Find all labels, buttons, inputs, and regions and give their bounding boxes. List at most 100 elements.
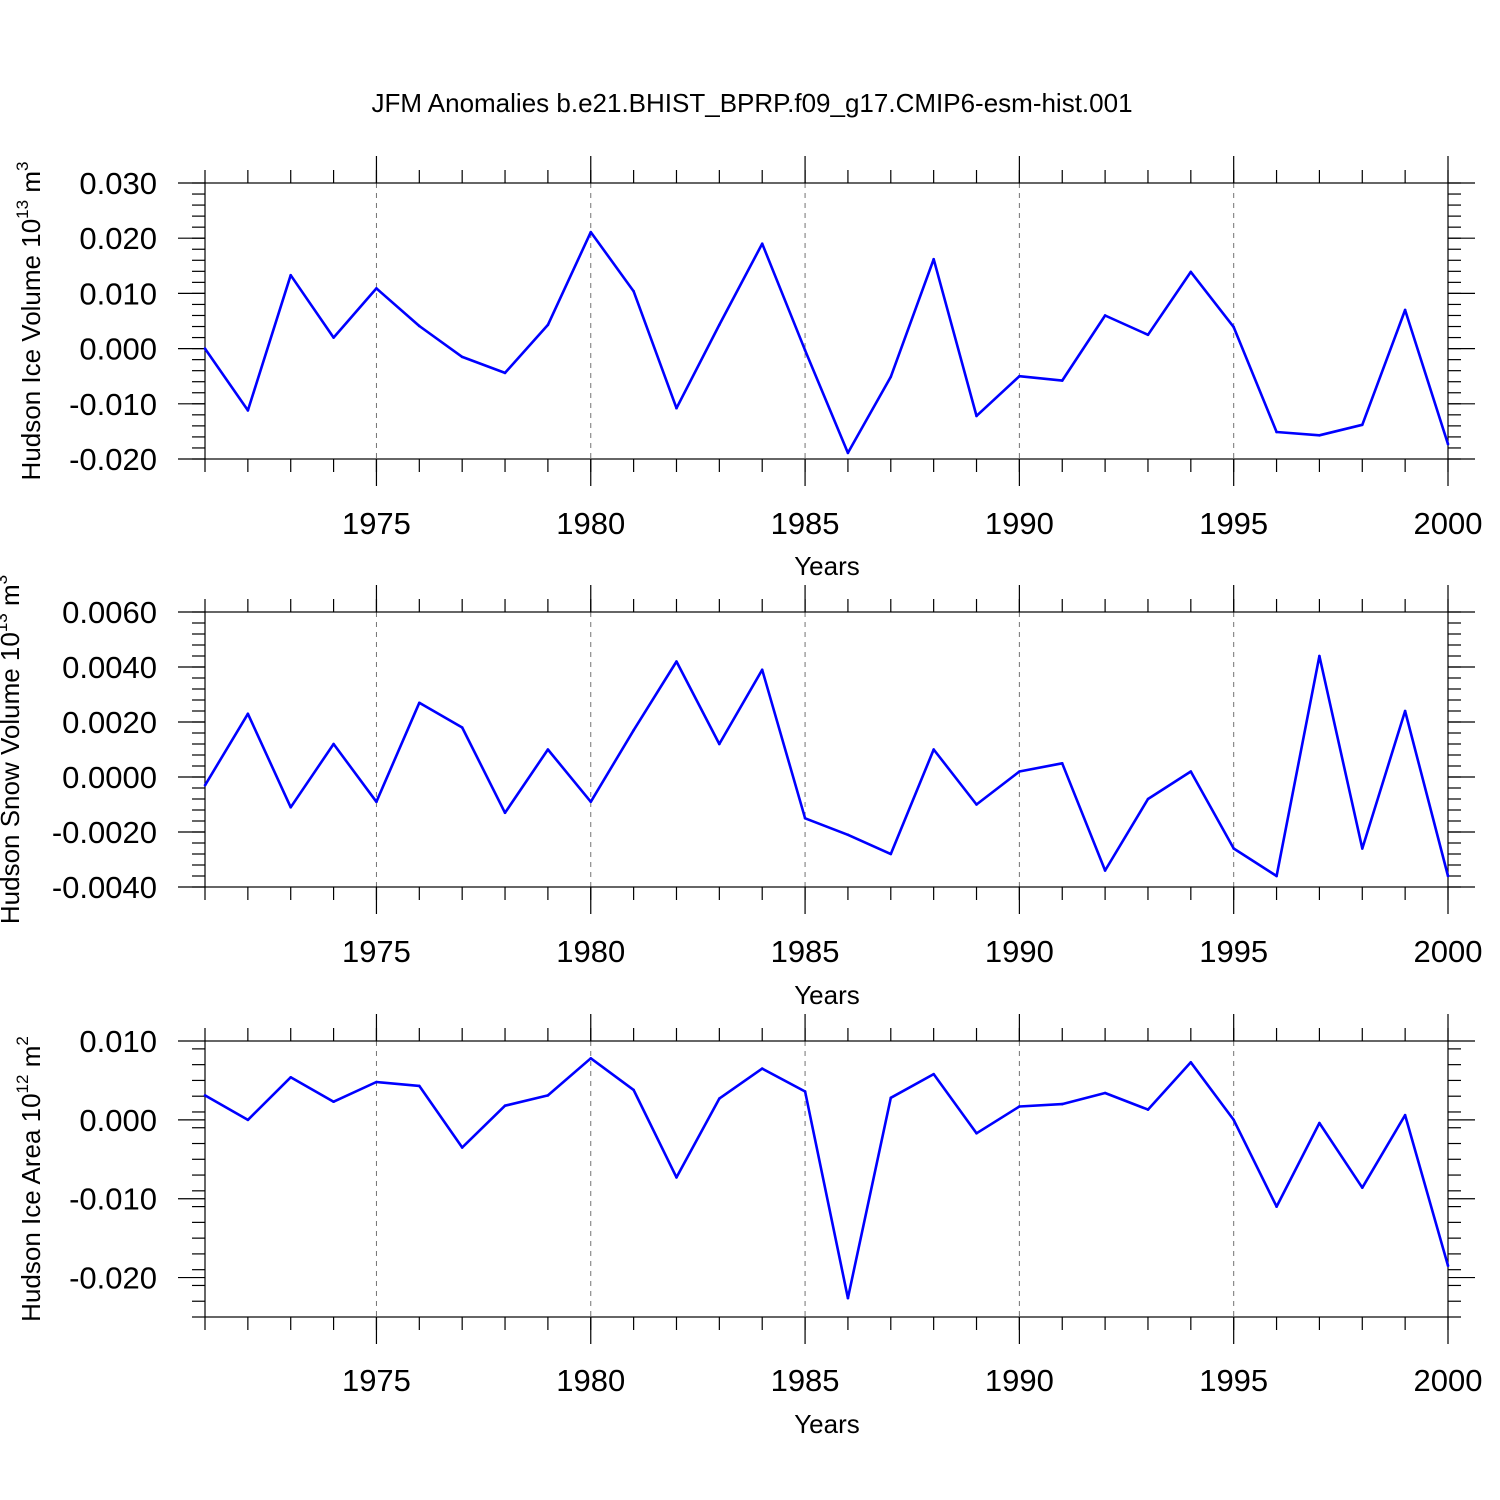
data-point <box>1060 761 1064 765</box>
y-axis-label-unit-exponent: 3 <box>0 575 11 584</box>
y-axis-label-unit: m <box>16 171 46 200</box>
figure-title: JFM Anomalies b.e21.BHIST_BPRP.f09_g17.C… <box>371 88 1132 118</box>
x-tick-label: 2000 <box>1414 1363 1483 1398</box>
y-tick-label: 0.020 <box>79 221 157 256</box>
plot-frame <box>204 1040 1449 1318</box>
data-point <box>932 257 935 261</box>
data-point <box>889 852 893 856</box>
y-tick-label: 0.0060 <box>62 595 157 630</box>
data-point <box>1446 1264 1450 1268</box>
data-point <box>1189 770 1193 773</box>
data-point <box>632 728 635 732</box>
x-tick-label: 1975 <box>342 934 411 969</box>
data-point <box>1060 1102 1064 1106</box>
data-point <box>975 414 978 418</box>
data-point <box>803 348 807 352</box>
y-axis-label: Hudson Ice Volume 1013 m3 <box>13 162 46 481</box>
x-tick-label: 2000 <box>1414 934 1483 969</box>
x-axis-label: Years <box>794 1409 860 1439</box>
plot-frame <box>204 182 1449 460</box>
data-point <box>846 451 850 455</box>
data-point <box>460 355 464 359</box>
y-axis-label-exponent: 13 <box>13 200 32 219</box>
data-point <box>203 1094 207 1097</box>
data-point <box>1318 1121 1321 1125</box>
data-point <box>1146 1108 1150 1111</box>
x-tick-label: 1995 <box>1199 934 1268 969</box>
data-point <box>675 1176 678 1179</box>
data-point <box>760 668 764 672</box>
data-point <box>332 1100 335 1104</box>
data-point <box>1446 442 1450 446</box>
data-point <box>1403 1113 1407 1117</box>
data-point <box>1060 379 1064 382</box>
data-point <box>289 273 293 277</box>
y-axis-label-unit: m <box>16 1046 46 1075</box>
panels: 1975 1980 1985 1990 1995 2000 -0.020 -0.010 0.00… <box>0 156 1482 1439</box>
chart-panel-1: 1975 1980 1985 1990 1995 2000 -0.020 -0.010 0.00… <box>13 156 1482 581</box>
x-axis-label: Years <box>794 980 860 1010</box>
data-point <box>1318 654 1321 658</box>
y-axis-label-unit-exponent: 3 <box>13 162 32 171</box>
data-point <box>1103 869 1107 872</box>
x-tick-label: 1985 <box>771 934 840 969</box>
y-axis-label-unit-exponent: 2 <box>13 1036 32 1045</box>
data-point <box>1275 430 1278 434</box>
x-tick-label: 1975 <box>342 506 411 541</box>
y-tick-label: 0.0020 <box>62 705 157 740</box>
data-point <box>546 323 550 327</box>
data-point <box>1403 308 1407 312</box>
y-axis-label: Hudson Ice Area 1012 m2 <box>13 1036 46 1322</box>
data-point <box>546 1094 550 1097</box>
data-point <box>1360 1186 1364 1189</box>
data-point <box>1103 1091 1107 1095</box>
data-point <box>932 1072 935 1076</box>
data-point <box>1146 333 1150 337</box>
y-axis-label-unit: m <box>0 584 25 613</box>
data-point <box>460 726 464 729</box>
y-tick-label: 0.010 <box>79 276 157 311</box>
series-line <box>203 654 1450 878</box>
x-tick-label: 1990 <box>985 934 1054 969</box>
data-point <box>1232 1118 1235 1122</box>
data-point <box>1446 874 1450 878</box>
y-tick-label: -0.0020 <box>52 815 157 850</box>
data-point <box>503 1104 507 1107</box>
y-tick-label: 0.010 <box>79 1024 157 1059</box>
y-tick-label: 0.0040 <box>62 650 157 685</box>
y-axis-label-exponent: 12 <box>13 1075 32 1094</box>
x-tick-label: 1980 <box>556 506 625 541</box>
data-point <box>1232 325 1235 329</box>
y-tick-label: 0.000 <box>79 1103 157 1138</box>
data-point <box>1018 1105 1021 1108</box>
data-point <box>803 816 807 820</box>
data-point <box>1318 433 1321 437</box>
data-point <box>203 783 207 787</box>
data-point <box>246 1118 250 1122</box>
data-point <box>632 1088 635 1092</box>
data-point <box>1018 770 1021 773</box>
y-tick-label: -0.020 <box>69 1261 157 1296</box>
data-point <box>1146 797 1150 801</box>
data-point <box>846 1296 850 1300</box>
y-axis-label: Hudson Snow Volume 1013 m3 <box>0 575 25 924</box>
data-point <box>632 289 635 293</box>
y-tick-label: -0.0040 <box>52 870 157 905</box>
x-tick-label: 1985 <box>771 1363 840 1398</box>
x-axis-label: Years <box>794 551 860 581</box>
data-point <box>460 1146 464 1149</box>
y-tick-label: -0.010 <box>69 1182 157 1217</box>
data-point <box>675 660 678 663</box>
data-point <box>418 324 421 328</box>
data-point <box>932 748 935 751</box>
data-point <box>418 1084 421 1088</box>
data-point <box>1103 314 1107 317</box>
y-tick-label: 0.000 <box>79 332 157 367</box>
data-point <box>718 323 721 327</box>
plot-frame <box>204 611 1449 888</box>
x-tick-label: 1985 <box>771 506 840 541</box>
data-point <box>203 347 207 350</box>
x-tick-label: 1995 <box>1199 506 1268 541</box>
data-point <box>1403 709 1407 713</box>
y-tick-label: -0.020 <box>69 442 157 477</box>
